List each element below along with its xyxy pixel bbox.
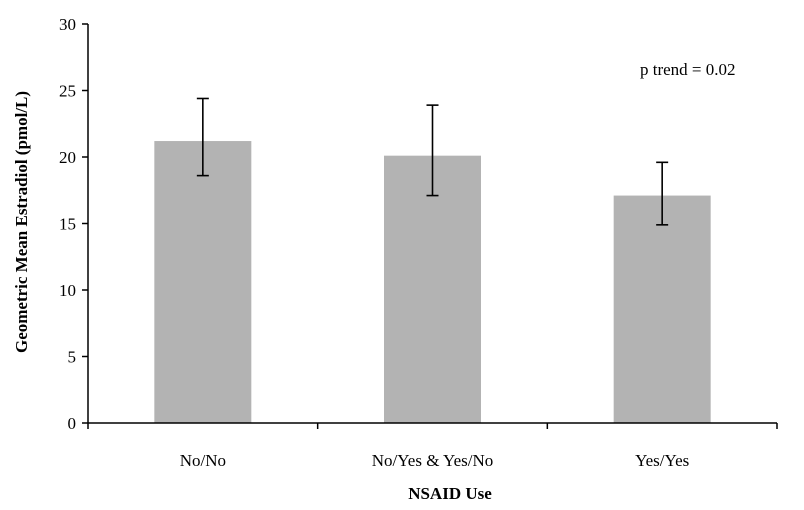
error-bar: [656, 161, 669, 226]
y-tick-label: 15: [59, 215, 76, 234]
x-tick-label: No/Yes & Yes/No: [372, 451, 494, 470]
y-tick-label: 0: [68, 414, 77, 433]
bar: [154, 141, 252, 424]
y-tick-label: 30: [59, 15, 76, 34]
y-tick-label: 5: [68, 348, 77, 367]
plot-area: [154, 97, 711, 424]
y-tick-label: 20: [59, 148, 76, 167]
x-axis-ticks: No/No No/Yes & Yes/No Yes/Yes: [87, 423, 778, 470]
y-axis-title: Geometric Mean Estradiol (pmol/L): [12, 91, 31, 353]
x-tick-label: No/No: [180, 451, 226, 470]
y-axis-ticks: 0 5 10 15 20 25 30: [59, 15, 88, 433]
x-tick-label: Yes/Yes: [635, 451, 689, 470]
bar: [384, 155, 481, 424]
error-bar: [196, 97, 209, 177]
y-tick-label: 10: [59, 281, 76, 300]
p-trend-annotation: p trend = 0.02: [640, 60, 736, 79]
error-bar: [426, 104, 439, 197]
x-axis-title: NSAID Use: [408, 484, 492, 503]
y-tick-label: 25: [59, 82, 76, 101]
bar: [613, 195, 711, 423]
